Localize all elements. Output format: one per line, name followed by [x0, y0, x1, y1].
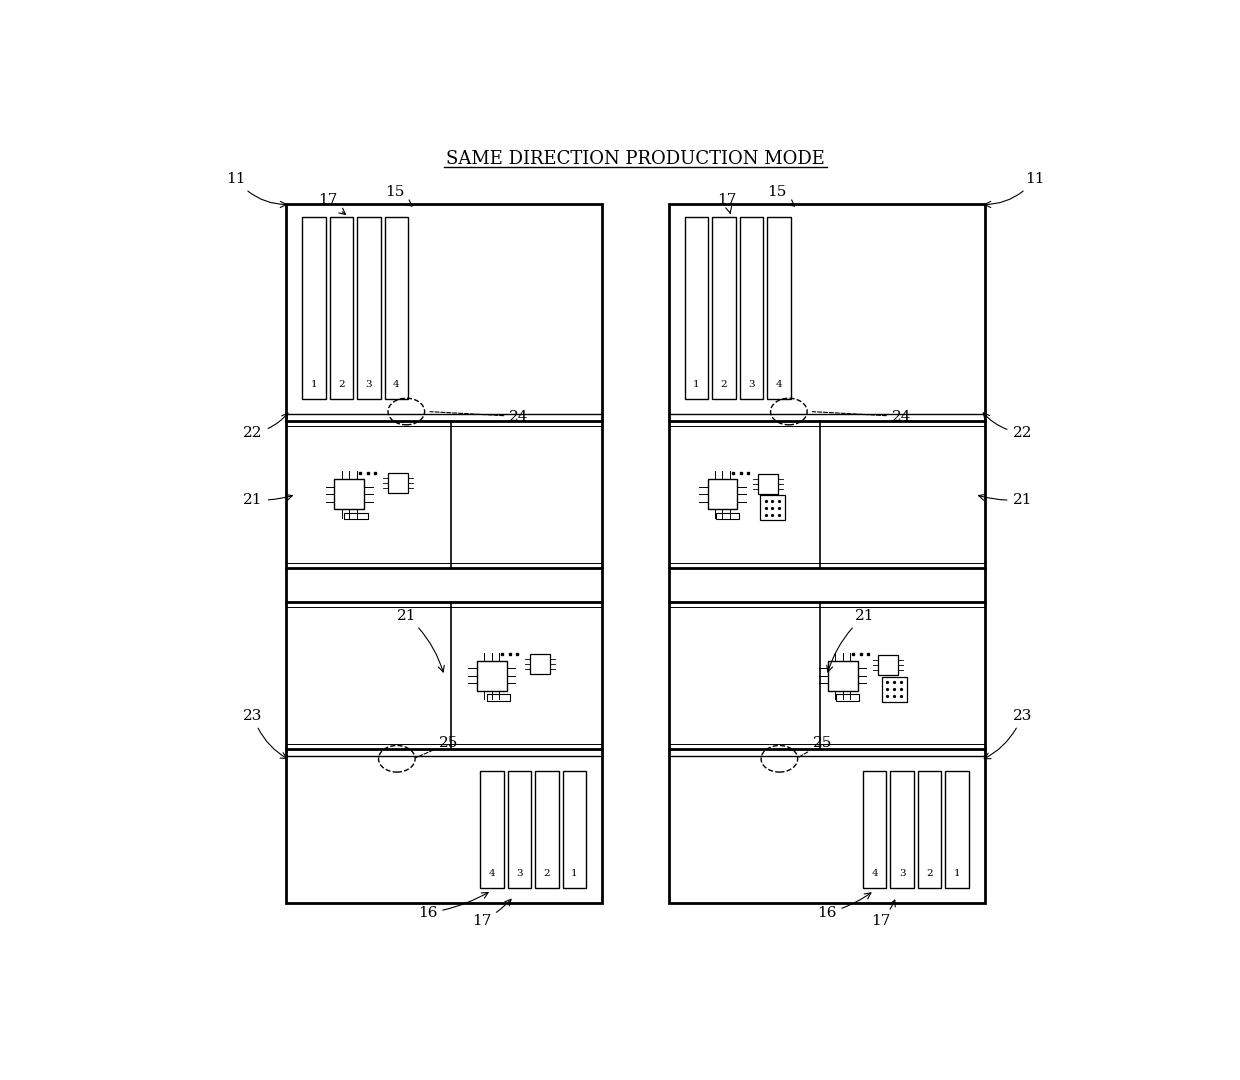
Text: 17: 17	[872, 900, 895, 929]
Text: 1: 1	[310, 379, 317, 389]
Text: 3: 3	[748, 379, 755, 389]
Text: 4: 4	[872, 868, 878, 878]
Text: 4: 4	[393, 379, 399, 389]
Text: 21: 21	[978, 492, 1032, 507]
Bar	[529, 654, 549, 674]
Bar	[286, 204, 603, 903]
Bar	[708, 480, 738, 510]
Bar	[758, 474, 779, 494]
Bar	[890, 771, 914, 888]
Text: 21: 21	[827, 609, 874, 672]
Bar	[760, 496, 785, 521]
Bar	[668, 204, 985, 903]
Text: 1: 1	[954, 868, 961, 878]
Bar	[480, 771, 503, 888]
Text: 25: 25	[799, 737, 832, 757]
Text: 3: 3	[366, 379, 372, 389]
Text: 17: 17	[319, 193, 346, 215]
Bar	[388, 473, 408, 492]
Text: 23: 23	[985, 708, 1032, 758]
Bar	[768, 217, 791, 399]
Bar	[345, 513, 368, 519]
Text: 23: 23	[243, 708, 286, 758]
Text: 21: 21	[243, 492, 293, 507]
Bar	[715, 513, 739, 519]
Text: 1: 1	[693, 379, 699, 389]
Text: 24: 24	[812, 409, 911, 423]
Text: 21: 21	[397, 609, 444, 672]
Bar	[563, 771, 587, 888]
Text: 24: 24	[430, 409, 528, 423]
Bar	[739, 217, 764, 399]
Text: 2: 2	[339, 379, 345, 389]
Bar	[536, 771, 559, 888]
Text: 17: 17	[472, 900, 511, 929]
Text: 15: 15	[768, 185, 795, 206]
Text: 16: 16	[817, 893, 870, 920]
Bar	[335, 480, 365, 510]
Text: 11: 11	[227, 173, 286, 207]
Bar	[878, 656, 898, 675]
Bar	[476, 661, 507, 691]
Text: 1: 1	[572, 868, 578, 878]
Text: 2: 2	[544, 868, 551, 878]
Bar	[863, 771, 887, 888]
Bar	[827, 661, 858, 691]
Bar	[712, 217, 735, 399]
Bar	[836, 694, 859, 701]
Bar	[330, 217, 353, 399]
Text: 22: 22	[243, 413, 288, 441]
Bar	[486, 694, 510, 701]
Text: 4: 4	[489, 868, 496, 878]
Text: 3: 3	[516, 868, 523, 878]
Bar	[918, 771, 941, 888]
Bar	[303, 217, 326, 399]
Text: 17: 17	[717, 193, 737, 213]
Text: 25: 25	[415, 737, 458, 758]
Text: 2: 2	[926, 868, 932, 878]
Text: 16: 16	[418, 892, 489, 920]
Text: 2: 2	[720, 379, 727, 389]
Bar	[945, 771, 968, 888]
Text: 4: 4	[775, 379, 782, 389]
Text: 11: 11	[985, 173, 1044, 207]
Bar	[357, 217, 381, 399]
Text: 3: 3	[899, 868, 905, 878]
Bar	[384, 217, 408, 399]
Bar	[507, 771, 532, 888]
Text: SAME DIRECTION PRODUCTION MODE: SAME DIRECTION PRODUCTION MODE	[446, 150, 825, 167]
Text: 22: 22	[983, 413, 1032, 441]
Bar	[882, 677, 906, 702]
Text: 15: 15	[384, 185, 412, 206]
Bar	[684, 217, 708, 399]
